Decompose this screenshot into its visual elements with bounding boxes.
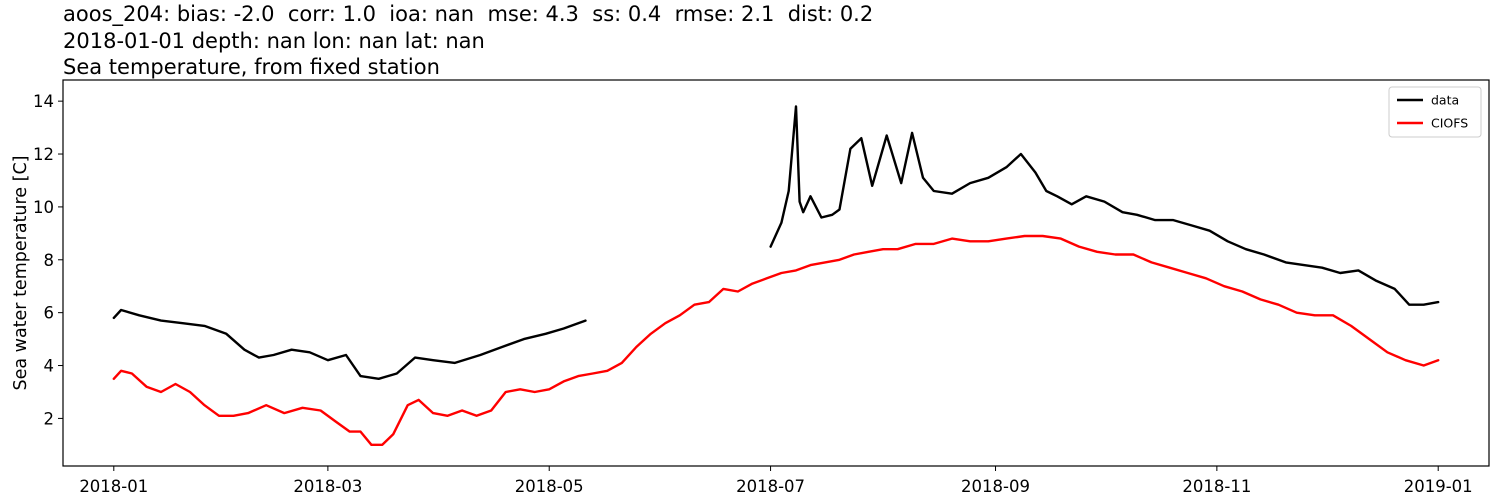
series-layer: [112, 105, 1440, 446]
x-tick-label: 2018-03: [293, 477, 362, 496]
y-tick-label: 8: [44, 251, 55, 270]
y-axis: 2 4 6 8 10 12 14: [33, 92, 63, 428]
y-tick-label: 12: [33, 145, 54, 164]
legend-label-data: data: [1431, 93, 1459, 108]
plot-frame: [62, 79, 1490, 467]
x-tick-label: 2018-09: [961, 477, 1030, 496]
y-tick-label: 14: [33, 92, 54, 111]
y-tick-label: 10: [33, 198, 54, 217]
series-line-data-1: [769, 105, 1440, 306]
series-line-ciofs-0: [112, 234, 1440, 446]
legend-label-ciofs: CIOFS: [1431, 116, 1468, 131]
series-line-data-0: [112, 308, 587, 380]
y-tick-label: 2: [44, 409, 55, 428]
x-tick-label: 2018-07: [736, 477, 805, 496]
x-tick-label: 2018-11: [1182, 477, 1251, 496]
y-tick-label: 6: [44, 304, 55, 323]
x-tick-label: 2019-01: [1404, 477, 1473, 496]
x-axis: 2018-01 2018-03 2018-05 2018-07 2018-09 2018-…: [79, 466, 1473, 496]
legend: data CIOFS: [1388, 86, 1482, 138]
x-tick-label: 2018-01: [79, 477, 148, 496]
chart-title-line-2: 2018-01-01 depth: nan lon: nan lat: nan: [63, 29, 485, 53]
x-tick-label: 2018-05: [515, 477, 584, 496]
chart-title-line-1: aoos_204: bias: -2.0 corr: 1.0 ioa: nan …: [63, 2, 874, 26]
chart-title-line-3: Sea temperature, from fixed station: [63, 55, 440, 79]
y-axis-label: Sea water temperature [C]: [11, 155, 31, 390]
y-tick-label: 4: [44, 357, 55, 376]
